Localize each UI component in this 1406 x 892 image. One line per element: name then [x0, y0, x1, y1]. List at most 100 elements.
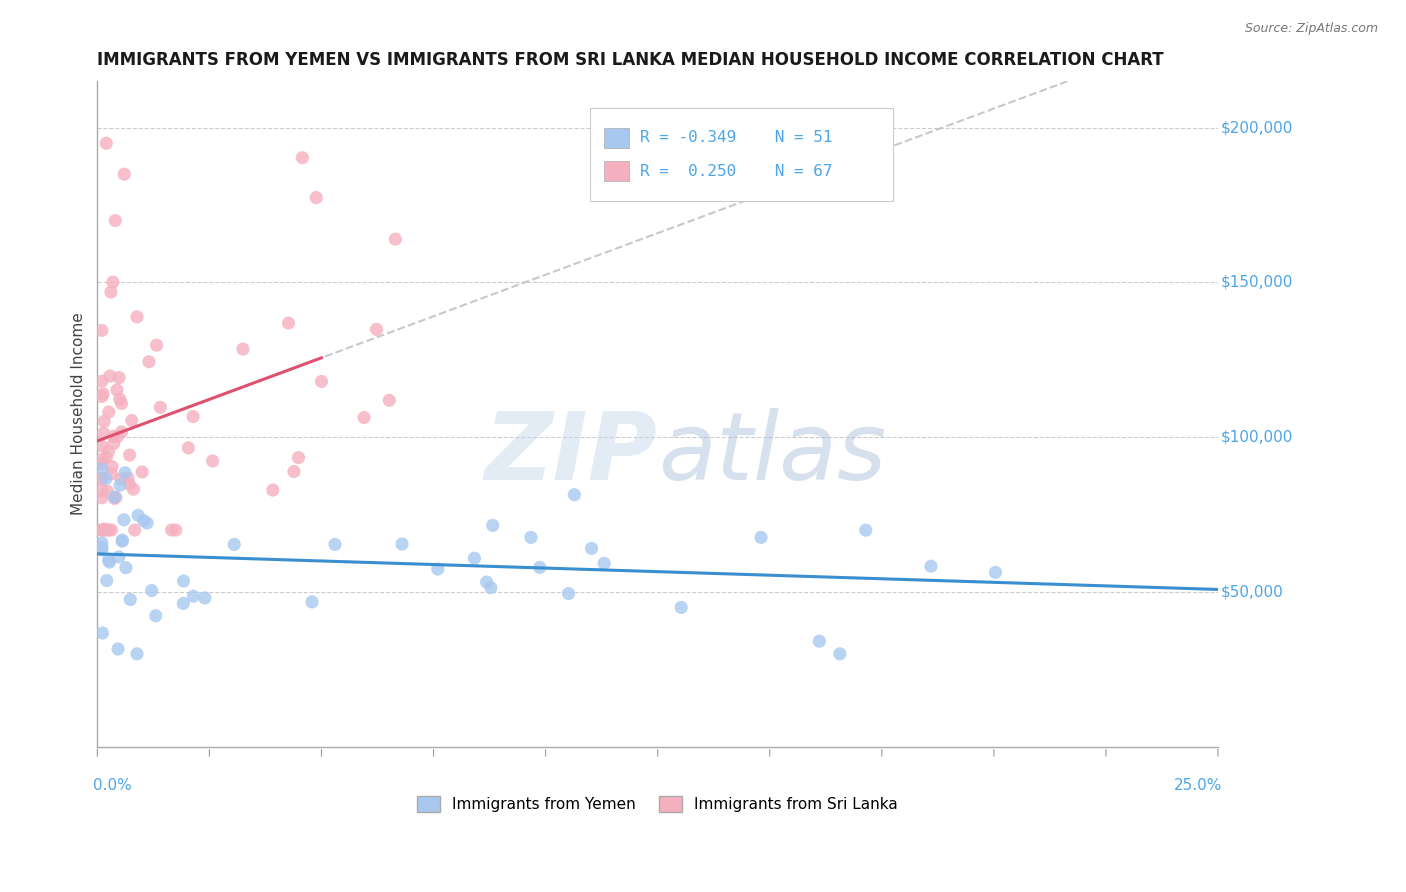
- Point: [671, 600, 693, 615]
- Point: [90, 457, 112, 471]
- Text: Source: ZipAtlas.com: Source: ZipAtlas.com: [1244, 22, 1378, 36]
- Point: [323, 537, 346, 551]
- Bar: [591, 108, 893, 201]
- Point: [122, 482, 145, 496]
- Point: [557, 586, 579, 600]
- Point: [183, 589, 205, 603]
- Point: [98, 369, 121, 384]
- Point: [90, 471, 112, 485]
- Point: [277, 316, 299, 330]
- Point: [112, 167, 135, 181]
- Point: [108, 370, 131, 384]
- Point: [110, 425, 132, 439]
- Bar: [605, 161, 628, 181]
- Point: [232, 342, 254, 356]
- Point: [125, 647, 148, 661]
- Text: atlas: atlas: [658, 409, 886, 500]
- Point: [114, 466, 136, 480]
- Point: [108, 478, 131, 492]
- Text: R = -0.349    N = 51: R = -0.349 N = 51: [640, 130, 832, 145]
- Point: [172, 597, 194, 611]
- Point: [305, 191, 328, 205]
- Point: [117, 471, 139, 485]
- Point: [984, 566, 1007, 580]
- Point: [90, 523, 112, 537]
- Text: ZIP: ZIP: [485, 408, 658, 500]
- Point: [115, 560, 138, 574]
- Point: [136, 516, 159, 530]
- Point: [828, 647, 851, 661]
- Text: $200,000: $200,000: [1220, 120, 1292, 136]
- Point: [90, 323, 112, 337]
- Point: [124, 523, 146, 537]
- Point: [111, 533, 134, 548]
- Text: 0.0%: 0.0%: [93, 778, 132, 793]
- Text: 25.0%: 25.0%: [1174, 778, 1222, 793]
- Point: [105, 383, 128, 397]
- Point: [194, 591, 217, 605]
- Point: [93, 414, 115, 428]
- Point: [101, 459, 124, 474]
- Point: [145, 338, 167, 352]
- Point: [90, 374, 112, 388]
- Text: IMMIGRANTS FROM YEMEN VS IMMIGRANTS FROM SRI LANKA MEDIAN HOUSEHOLD INCOME CORRE: IMMIGRANTS FROM YEMEN VS IMMIGRANTS FROM…: [97, 51, 1164, 69]
- Point: [520, 531, 543, 545]
- Point: [103, 436, 125, 450]
- Point: [391, 537, 413, 551]
- Point: [93, 426, 115, 441]
- Point: [201, 454, 224, 468]
- Y-axis label: Median Household Income: Median Household Income: [72, 312, 86, 516]
- Point: [107, 642, 129, 657]
- Point: [141, 583, 163, 598]
- Point: [138, 355, 160, 369]
- Point: [94, 472, 117, 486]
- Point: [97, 553, 120, 567]
- Point: [475, 575, 498, 590]
- Point: [353, 410, 375, 425]
- Point: [149, 401, 172, 415]
- Legend: Immigrants from Yemen, Immigrants from Sri Lanka: Immigrants from Yemen, Immigrants from S…: [418, 797, 898, 813]
- Point: [593, 556, 616, 570]
- Point: [291, 151, 314, 165]
- Point: [131, 465, 153, 479]
- Point: [101, 275, 124, 289]
- Point: [104, 491, 127, 505]
- Point: [160, 523, 183, 537]
- Point: [111, 534, 134, 549]
- Point: [100, 285, 122, 299]
- Point: [103, 490, 125, 504]
- Point: [96, 523, 118, 537]
- Point: [224, 537, 246, 551]
- Point: [145, 608, 167, 623]
- Point: [91, 626, 114, 640]
- Text: $100,000: $100,000: [1220, 430, 1292, 445]
- Point: [96, 484, 118, 499]
- Point: [107, 430, 129, 444]
- Point: [90, 536, 112, 550]
- Point: [96, 136, 118, 151]
- Point: [283, 465, 305, 479]
- Point: [121, 413, 143, 427]
- Point: [177, 441, 200, 455]
- Point: [463, 551, 485, 566]
- Point: [90, 541, 112, 555]
- Point: [127, 508, 149, 523]
- Point: [581, 541, 603, 556]
- Point: [384, 232, 406, 246]
- Bar: [605, 128, 628, 148]
- Point: [90, 472, 112, 486]
- Point: [110, 472, 132, 486]
- Text: $150,000: $150,000: [1220, 275, 1292, 290]
- Point: [118, 448, 141, 462]
- Point: [98, 555, 121, 569]
- Point: [481, 518, 503, 533]
- Point: [100, 467, 122, 481]
- Point: [94, 523, 117, 537]
- Point: [90, 439, 112, 453]
- Point: [93, 522, 115, 536]
- Point: [90, 542, 112, 557]
- Point: [91, 452, 114, 467]
- Point: [366, 322, 388, 336]
- Point: [90, 491, 112, 505]
- Point: [426, 562, 449, 576]
